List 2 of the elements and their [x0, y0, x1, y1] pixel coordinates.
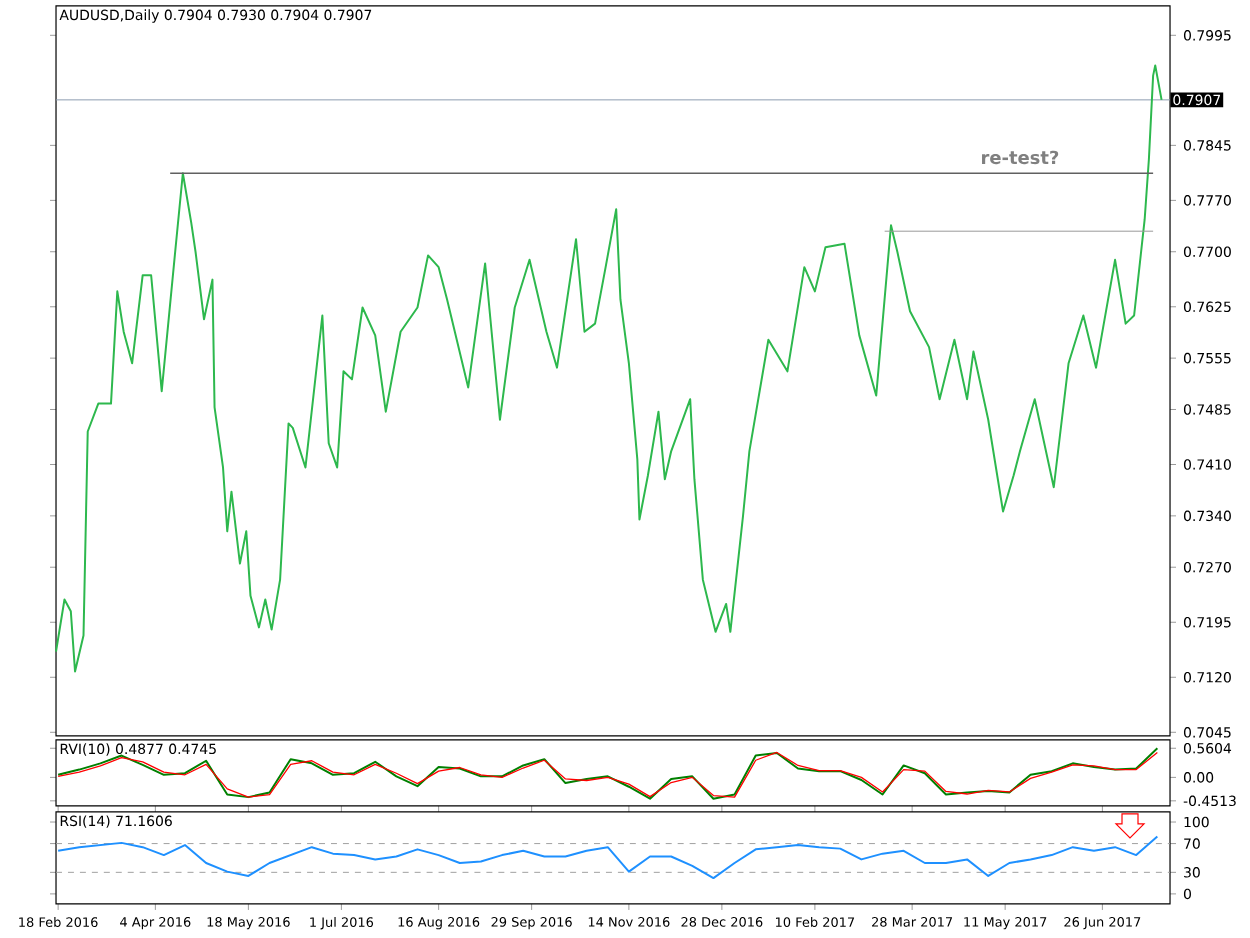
annotation: re-test?	[982, 150, 1059, 165]
line-series	[55, 64, 1163, 673]
